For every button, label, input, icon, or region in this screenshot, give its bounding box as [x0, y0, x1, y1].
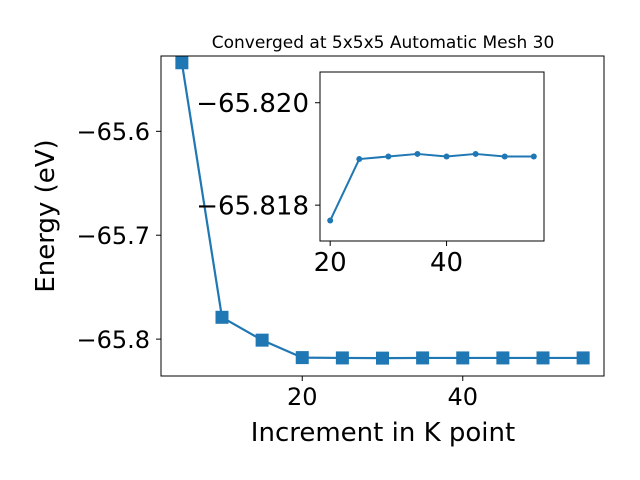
inset-data-point	[327, 217, 334, 224]
inset-data-point	[414, 150, 421, 157]
inset-data-point	[356, 156, 363, 163]
main-data-point	[295, 351, 309, 365]
inset-axes-frame	[319, 71, 545, 242]
chart-title: Converged at 5x5x5 Automatic Mesh 30	[212, 33, 555, 53]
inset-data-point	[443, 153, 450, 160]
inset-y-tick-label: −65.820	[196, 89, 309, 119]
inset-data-point	[501, 153, 508, 160]
main-y-tick-label: −65.6	[76, 118, 150, 146]
y-axis-label: Energy (eV)	[31, 139, 61, 292]
main-data-point	[376, 351, 389, 365]
main-data-point	[536, 351, 550, 365]
inset-data-point	[385, 153, 392, 160]
main-data-point	[175, 56, 189, 70]
main-data-point	[496, 351, 510, 365]
inset-data-point	[472, 150, 479, 157]
main-y-tick-label: −65.8	[76, 326, 150, 354]
main-y-tick-label: −65.7	[76, 222, 150, 250]
main-data-point	[215, 310, 229, 324]
inset-x-tick-label: 20	[314, 248, 347, 278]
x-axis-label: Increment in K point	[251, 418, 515, 448]
main-x-tick-label: 40	[447, 383, 478, 411]
main-data-point	[456, 351, 470, 365]
main-data-point	[576, 351, 590, 365]
inset-series-line	[329, 152, 534, 221]
inset-plot-area: 20 40 −65.820 −65.818	[196, 71, 545, 278]
main-chart: Converged at 5x5x5 Automatic Mesh 30 20 4…	[31, 33, 605, 448]
main-plot-area: 20 40 −65.6 −65.7 −65.8	[76, 55, 605, 411]
main-data-point	[255, 333, 269, 347]
main-data-point	[335, 351, 349, 365]
inset-chart: 20 40 −65.820 −65.818	[196, 71, 545, 278]
main-axes-frame	[160, 55, 605, 377]
main-x-tick-label: 20	[287, 383, 318, 411]
inset-y-tick-label: −65.818	[196, 192, 309, 222]
main-data-point	[416, 351, 430, 365]
inset-data-point	[530, 153, 537, 160]
inset-x-tick-label: 40	[430, 248, 463, 278]
